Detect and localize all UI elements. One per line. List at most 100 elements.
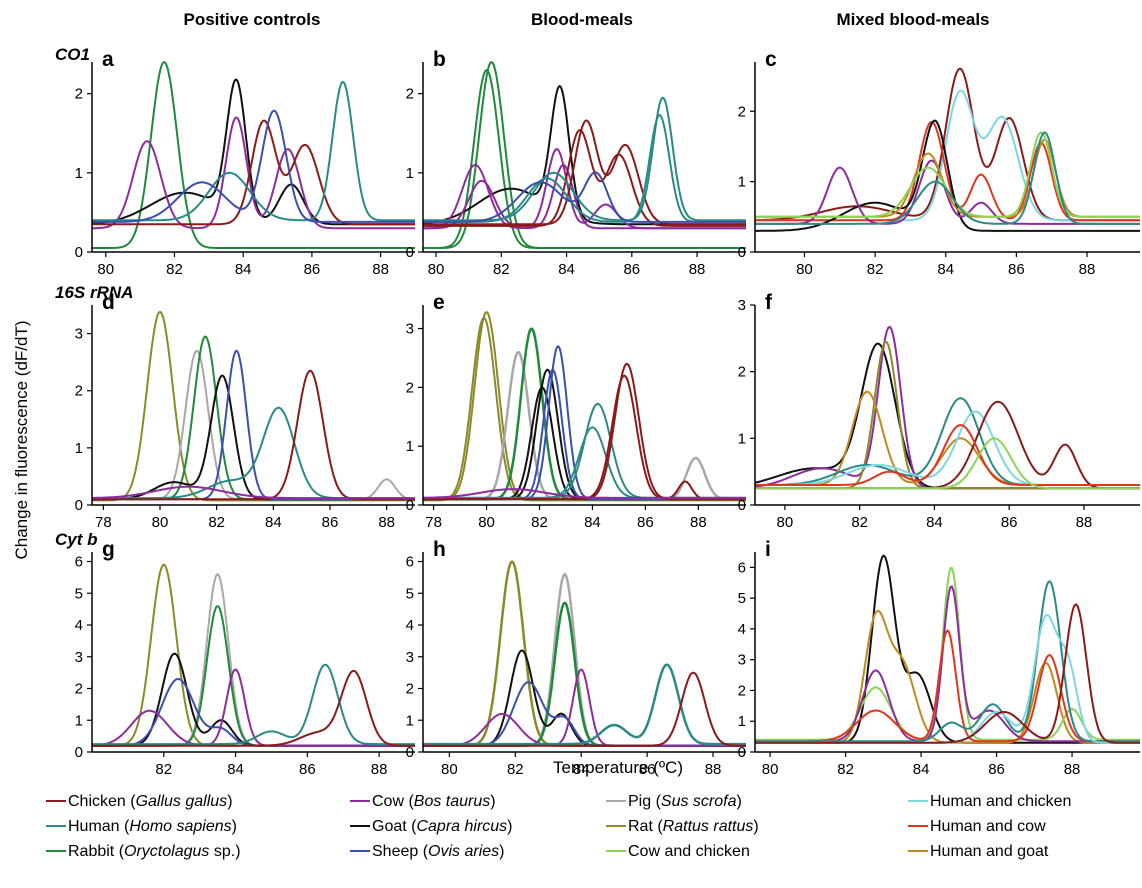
x-tick-label: 88 bbox=[1076, 514, 1093, 531]
y-tick-label: 2 bbox=[738, 103, 746, 120]
curve-cow-chicken bbox=[755, 566, 1140, 741]
y-tick-label: 2 bbox=[406, 681, 414, 698]
x-tick-label: 86 bbox=[304, 261, 321, 278]
curve-sheep bbox=[423, 681, 746, 747]
panel-label-b: b bbox=[433, 48, 446, 71]
y-tick-label: 4 bbox=[75, 617, 83, 634]
x-tick-label: 80 bbox=[97, 261, 114, 278]
panel-e-curves bbox=[422, 311, 747, 502]
y-tick-label: 0 bbox=[75, 244, 83, 261]
y-tick-label: 2 bbox=[738, 682, 746, 699]
curve-sheep bbox=[92, 349, 415, 501]
legend-item-cow-chicken: Cow and chicken bbox=[606, 843, 750, 860]
row-titles: CO1 16S rRNA Cyt b bbox=[55, 45, 133, 549]
panel-f: f 80 82 84 86 88 0 1 2 3 bbox=[738, 291, 1140, 531]
y-tick-label: 0 bbox=[738, 744, 746, 761]
x-tick-label: 82 bbox=[155, 761, 172, 778]
y-tick-label: 0 bbox=[406, 744, 414, 761]
row-title-16s-rrna: 16S rRNA bbox=[55, 283, 133, 302]
x-tick-label: 86 bbox=[988, 761, 1005, 778]
curve-rabbit bbox=[92, 61, 415, 249]
y-tick-label: 1 bbox=[75, 712, 83, 729]
x-tick-label: 82 bbox=[851, 514, 868, 531]
x-tick-label: 88 bbox=[690, 514, 707, 531]
panel-e: e 78 80 82 84 86 88 0 1 2 3 bbox=[406, 291, 747, 531]
y-tick-label: 1 bbox=[738, 174, 746, 191]
y-tick-label: 0 bbox=[738, 497, 746, 514]
x-tick-label: 84 bbox=[558, 261, 575, 278]
y-tick-label: 5 bbox=[75, 585, 83, 602]
legend-label: Human and cow bbox=[930, 818, 1046, 835]
x-tick-label: 84 bbox=[584, 514, 601, 531]
y-tick-label: 3 bbox=[738, 297, 746, 314]
column-title-blood-meals: Blood-meals bbox=[531, 10, 633, 29]
curve-human bbox=[422, 663, 747, 746]
y-tick-label: 6 bbox=[75, 554, 83, 571]
y-tick-label: 3 bbox=[75, 649, 83, 666]
x-tick-label: 88 bbox=[1064, 761, 1081, 778]
curve-human-cow bbox=[755, 120, 1140, 222]
curve-cow bbox=[755, 159, 1140, 225]
curve-human bbox=[755, 131, 1140, 225]
column-titles: Positive controls Blood-meals Mixed bloo… bbox=[184, 10, 990, 29]
curve-chicken bbox=[423, 119, 746, 226]
x-tick-label: 86 bbox=[299, 761, 316, 778]
x-tick-label: 82 bbox=[208, 514, 225, 531]
curve-chicken bbox=[92, 369, 415, 501]
x-tick-label: 78 bbox=[95, 514, 112, 531]
panel-b-curves bbox=[422, 61, 746, 249]
curve-human bbox=[92, 406, 415, 500]
panel-d: d 78 80 82 84 86 88 0 1 2 3 bbox=[75, 291, 415, 531]
y-tick-label: 6 bbox=[406, 554, 414, 571]
legend-label: Pig (Sus scrofa) bbox=[628, 793, 742, 810]
legend-label: Sheep (Ovis aries) bbox=[372, 843, 505, 860]
x-tick-label: 84 bbox=[913, 761, 930, 778]
legend-item-human: Human (Homo sapiens) bbox=[46, 818, 237, 835]
curve-goat bbox=[423, 649, 746, 747]
x-tick-label: 86 bbox=[322, 514, 339, 531]
x-tick-label: 82 bbox=[493, 261, 510, 278]
panels: a 80 82 84 86 88 0 1 2 b 80 82 84 86 88 0 1 2 c 80 82 84 86 88 0… bbox=[75, 48, 1140, 778]
y-tick-label: 6 bbox=[738, 559, 746, 576]
x-tick-label: 80 bbox=[428, 261, 445, 278]
curve-chicken bbox=[423, 129, 746, 227]
panel-i-curves bbox=[755, 554, 1140, 744]
panel-d-curves bbox=[92, 310, 415, 502]
legend-label: Human (Homo sapiens) bbox=[68, 818, 237, 835]
panel-label-a: a bbox=[102, 48, 114, 71]
x-tick-label: 84 bbox=[227, 761, 244, 778]
legend-item-pig: Pig (Sus scrofa) bbox=[606, 793, 742, 810]
curve-cow bbox=[92, 485, 415, 500]
legend-label: Chicken (Gallus gallus) bbox=[68, 793, 233, 810]
x-tick-label: 84 bbox=[235, 261, 252, 278]
curve-pig bbox=[422, 572, 747, 747]
legend-item-rabbit: Rabbit (Oryctolagus sp.) bbox=[46, 843, 241, 860]
y-tick-label: 1 bbox=[738, 713, 746, 730]
panel-g: g 82 84 86 88 0 1 2 3 4 5 6 bbox=[75, 538, 416, 778]
y-tick-label: 1 bbox=[738, 430, 746, 447]
curve-rat bbox=[92, 563, 415, 747]
panel-g-curves bbox=[92, 563, 416, 747]
y-tick-label: 2 bbox=[406, 379, 414, 396]
column-title-positive-controls: Positive controls bbox=[184, 10, 321, 29]
y-tick-label: 4 bbox=[406, 617, 414, 634]
y-tick-label: 5 bbox=[738, 590, 746, 607]
x-tick-label: 84 bbox=[265, 514, 282, 531]
panel-f-curves bbox=[754, 325, 1140, 490]
y-tick-label: 2 bbox=[406, 86, 414, 103]
y-tick-label: 0 bbox=[406, 497, 414, 514]
curve-goat bbox=[755, 119, 1140, 232]
legend-label: Cow (Bos taurus) bbox=[372, 793, 496, 810]
y-tick-label: 2 bbox=[75, 383, 83, 400]
y-tick-label: 0 bbox=[738, 244, 746, 261]
x-tick-label: 82 bbox=[166, 261, 183, 278]
curve-pig bbox=[92, 573, 415, 747]
x-tick-label: 80 bbox=[762, 761, 779, 778]
x-tick-label: 84 bbox=[573, 761, 590, 778]
curve-cow bbox=[754, 325, 1140, 490]
x-tick-label: 86 bbox=[639, 761, 656, 778]
legend-label: Goat (Capra hircus) bbox=[372, 818, 513, 835]
curve-rat bbox=[92, 310, 415, 502]
panel-label-h: h bbox=[433, 538, 446, 561]
